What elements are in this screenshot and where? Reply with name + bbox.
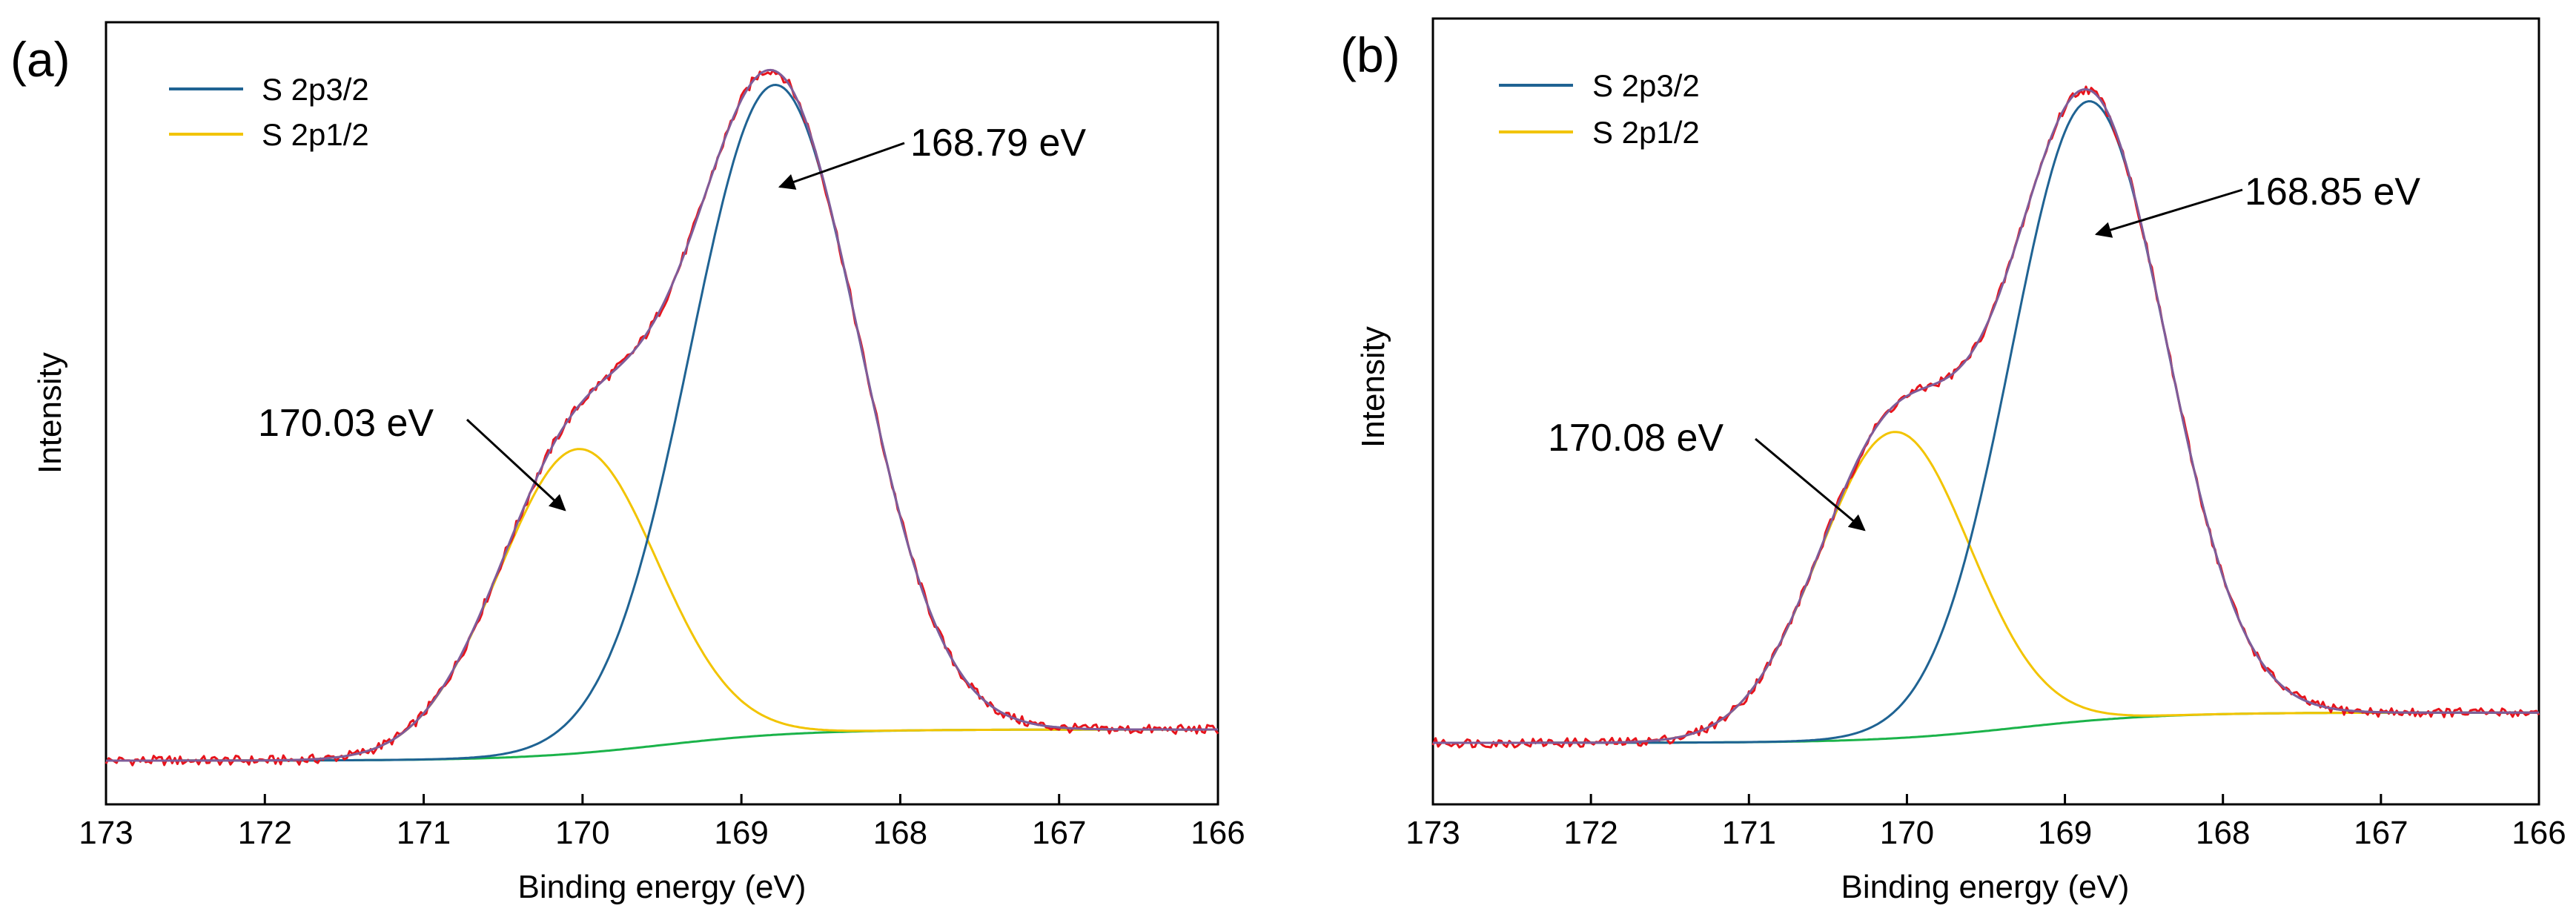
panel-a: (a) 173 172 171 170 169 168 167 166 Intensity B… bbox=[10, 21, 1245, 905]
series-layer bbox=[105, 68, 1219, 767]
legend-label-s2p32: S 2p3/2 bbox=[1592, 68, 1700, 103]
x-tick-label: 173 bbox=[1405, 815, 1460, 851]
annotation-arrow-s2p32 bbox=[2094, 188, 2243, 238]
x-tick-label: 169 bbox=[714, 815, 768, 851]
y-axis-label: Intensity bbox=[32, 352, 68, 474]
panel-label: (a) bbox=[10, 32, 70, 87]
s2p12-peak-line bbox=[106, 448, 1218, 762]
x-tick-label: 172 bbox=[1563, 815, 1618, 851]
x-tick-label: 171 bbox=[397, 815, 451, 851]
panel-b: (b) 173 172 171 170 169 168 167 166 Intensity B… bbox=[1340, 17, 2566, 905]
background-line bbox=[1433, 711, 2539, 744]
x-tick-label: 171 bbox=[1722, 815, 1776, 851]
peak-label-s2p12: 170.08 eV bbox=[1548, 417, 1724, 460]
annotation-arrow-s2p12 bbox=[466, 418, 566, 512]
x-tick-label: 169 bbox=[2038, 815, 2092, 851]
x-axis-label: Binding energy (eV) bbox=[1841, 869, 2130, 905]
envelope-line bbox=[1433, 88, 2539, 744]
peak-label-s2p32: 168.79 eV bbox=[910, 122, 1086, 165]
x-tick-label: 167 bbox=[1032, 815, 1086, 851]
legend-label-s2p12: S 2p1/2 bbox=[262, 117, 369, 152]
x-ticks: 173 172 171 170 169 168 167 166 bbox=[1405, 794, 2566, 851]
x-tick-label: 172 bbox=[238, 815, 292, 851]
panel-label: (b) bbox=[1340, 27, 1400, 82]
annotation-arrow-s2p32 bbox=[778, 142, 905, 190]
legend: S 2p3/2 S 2p1/2 bbox=[169, 72, 369, 152]
x-tick-label: 170 bbox=[1880, 815, 1934, 851]
legend-label-s2p32: S 2p3/2 bbox=[262, 72, 369, 107]
x-tick-label: 170 bbox=[555, 815, 609, 851]
plot-frame bbox=[1431, 17, 2540, 806]
peak-label-s2p32: 168.85 eV bbox=[2245, 171, 2420, 214]
envelope-line bbox=[106, 68, 1218, 762]
y-axis-label: Intensity bbox=[1355, 326, 1391, 448]
peak-label-s2p12: 170.03 eV bbox=[258, 402, 434, 445]
x-tick-label: 168 bbox=[2196, 815, 2250, 851]
x-tick-label: 166 bbox=[2512, 815, 2566, 851]
x-tick-label: 168 bbox=[873, 815, 927, 851]
legend: S 2p3/2 S 2p1/2 bbox=[1499, 68, 1700, 150]
x-tick-label: 166 bbox=[1191, 815, 1245, 851]
x-tick-label: 173 bbox=[79, 815, 133, 851]
legend-label-s2p12: S 2p1/2 bbox=[1592, 115, 1700, 150]
x-tick-label: 167 bbox=[2354, 815, 2408, 851]
series-layer bbox=[1431, 85, 2540, 749]
x-ticks: 173 172 171 170 169 168 167 166 bbox=[79, 794, 1245, 851]
annotation-arrow-s2p12 bbox=[1755, 437, 1866, 532]
plot-frame bbox=[105, 21, 1219, 806]
x-axis-label: Binding energy (eV) bbox=[518, 869, 807, 905]
